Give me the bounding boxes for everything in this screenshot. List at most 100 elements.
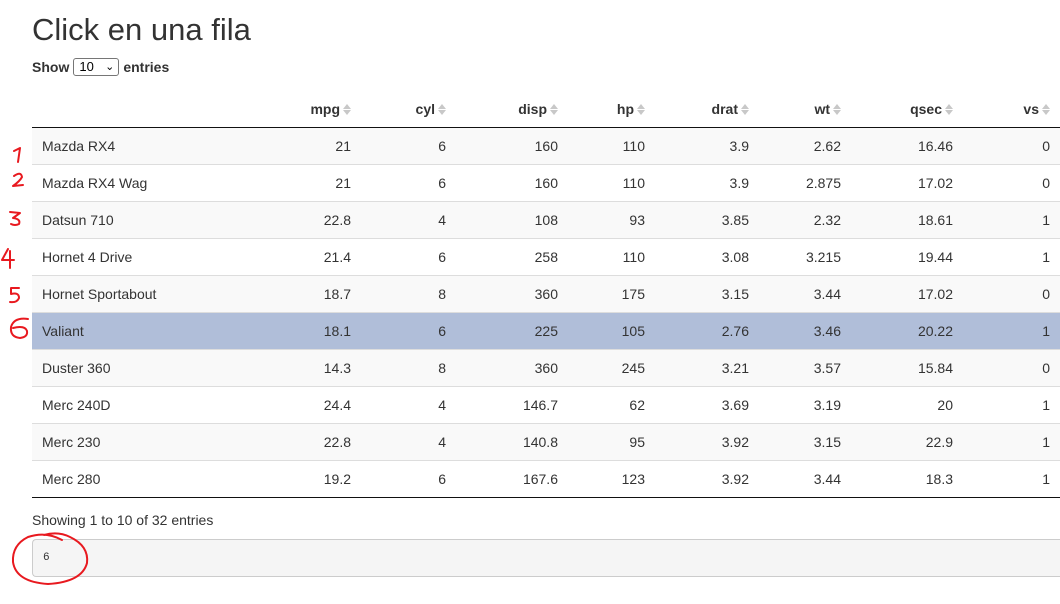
cell-wt: 3.15 (759, 423, 851, 461)
entries-length-select[interactable]: 10 ⌄ (73, 58, 120, 76)
cell-mpg: 19.2 (242, 460, 361, 498)
chevron-down-icon: ⌄ (105, 61, 115, 73)
cell-wt: 2.62 (759, 127, 851, 165)
column-header-disp[interactable]: disp (456, 90, 568, 128)
column-header-wt[interactable]: wt (759, 90, 851, 128)
cell-wt: 3.44 (759, 275, 851, 313)
cell-qsec: 20 (851, 386, 963, 424)
cell-wt: 3.215 (759, 238, 851, 276)
annotation-number-5 (9, 287, 20, 304)
cell-drat: 3.9 (655, 127, 759, 165)
table-row[interactable]: Datsun 710 22.8 4 108 93 3.85 2.32 18.61 1 (32, 201, 1060, 239)
cell-wt: 2.875 (759, 164, 851, 202)
column-header-label: qsec (910, 100, 942, 117)
cell-cyl: 6 (361, 460, 456, 498)
table-row[interactable]: Mazda RX4 Wag 21 6 160 110 3.9 2.875 17.02 0 (32, 164, 1060, 202)
sort-arrows-icon (637, 103, 645, 115)
table-row[interactable]: Duster 360 14.3 8 360 245 3.21 3.57 15.84 0 (32, 349, 1060, 387)
cell-wt: 2.32 (759, 201, 851, 239)
cell-vs: 1 (963, 460, 1060, 498)
cell-drat: 2.76 (655, 312, 759, 350)
column-header-mpg[interactable]: mpg (242, 90, 361, 128)
row-name-cell: Mazda RX4 (32, 127, 242, 165)
cell-hp: 123 (568, 460, 655, 498)
cell-cyl: 6 (361, 238, 456, 276)
cell-mpg: 18.1 (242, 312, 361, 350)
cell-cyl: 6 (361, 127, 456, 165)
cell-drat: 3.15 (655, 275, 759, 313)
cell-cyl: 4 (361, 386, 456, 424)
cell-drat: 3.08 (655, 238, 759, 276)
annotation-number-1 (13, 147, 21, 163)
cell-hp: 110 (568, 238, 655, 276)
cell-cyl: 6 (361, 164, 456, 202)
annotation-number-4 (1, 248, 15, 269)
table-row[interactable]: Merc 280 19.2 6 167.6 123 3.92 3.44 18.3 1 (32, 460, 1060, 498)
table-row[interactable]: Valiant 18.1 6 225 105 2.76 3.46 20.22 1 (32, 312, 1060, 350)
column-header-drat[interactable]: drat (655, 90, 759, 128)
cell-disp: 146.7 (456, 386, 568, 424)
cell-cyl: 4 (361, 423, 456, 461)
length-prefix-label: Show (32, 59, 70, 75)
table-row[interactable]: Hornet 4 Drive 21.4 6 258 110 3.08 3.215 19.44 1 (32, 238, 1060, 276)
row-name-cell: Mazda RX4 Wag (32, 164, 242, 202)
row-name-cell: Duster 360 (32, 349, 242, 387)
sort-arrows-icon (1042, 103, 1050, 115)
cell-qsec: 22.9 (851, 423, 963, 461)
cell-vs: 1 (963, 423, 1060, 461)
cell-drat: 3.85 (655, 201, 759, 239)
cell-drat: 3.21 (655, 349, 759, 387)
cell-wt: 3.19 (759, 386, 851, 424)
length-suffix-label: entries (123, 59, 170, 75)
cell-drat: 3.69 (655, 386, 759, 424)
table-row[interactable]: Merc 230 22.8 4 140.8 95 3.92 3.15 22.9 1 (32, 423, 1060, 461)
cell-hp: 175 (568, 275, 655, 313)
entries-length-value: 10 (79, 59, 94, 74)
cell-disp: 160 (456, 127, 568, 165)
cell-hp: 110 (568, 127, 655, 165)
cell-wt: 3.57 (759, 349, 851, 387)
cell-disp: 360 (456, 349, 568, 387)
annotation-number-2 (12, 172, 24, 187)
cell-qsec: 16.46 (851, 127, 963, 165)
selected-row-output: 6 (32, 539, 1060, 577)
cell-cyl: 8 (361, 275, 456, 313)
column-header-qsec[interactable]: qsec (851, 90, 963, 128)
cell-hp: 245 (568, 349, 655, 387)
annotation-number-6 (9, 317, 29, 339)
cell-cyl: 4 (361, 201, 456, 239)
cell-vs: 1 (963, 312, 1060, 350)
sort-arrows-icon (741, 103, 749, 115)
table-row[interactable]: Mazda RX4 21 6 160 110 3.9 2.62 16.46 0 (32, 127, 1060, 165)
column-header-hp[interactable]: hp (568, 90, 655, 128)
cell-vs: 0 (963, 349, 1060, 387)
table-row[interactable]: Hornet Sportabout 18.7 8 360 175 3.15 3.44 17.0… (32, 275, 1060, 313)
cell-qsec: 18.3 (851, 460, 963, 498)
cell-mpg: 14.3 (242, 349, 361, 387)
row-name-cell: Hornet Sportabout (32, 275, 242, 313)
cell-disp: 225 (456, 312, 568, 350)
cell-disp: 160 (456, 164, 568, 202)
cell-drat: 3.9 (655, 164, 759, 202)
cell-wt: 3.44 (759, 460, 851, 498)
row-name-cell: Hornet 4 Drive (32, 238, 242, 276)
cell-qsec: 17.02 (851, 164, 963, 202)
cell-vs: 1 (963, 201, 1060, 239)
entries-length-control: Show 10 ⌄ entries (32, 57, 169, 77)
column-header-label: disp (518, 100, 547, 117)
table-row[interactable]: Merc 240D 24.4 4 146.7 62 3.69 3.19 20 1 (32, 386, 1060, 424)
cell-qsec: 20.22 (851, 312, 963, 350)
row-name-cell: Datsun 710 (32, 201, 242, 239)
cell-mpg: 21 (242, 164, 361, 202)
sort-arrows-icon (438, 103, 446, 115)
cell-mpg: 22.8 (242, 201, 361, 239)
cell-hp: 93 (568, 201, 655, 239)
cell-mpg: 21.4 (242, 238, 361, 276)
sort-arrows-icon (343, 103, 351, 115)
column-header-vs[interactable]: vs (963, 90, 1060, 128)
column-header-rownames[interactable] (32, 90, 242, 128)
column-header-cyl[interactable]: cyl (361, 90, 456, 128)
cell-vs: 1 (963, 386, 1060, 424)
cell-mpg: 18.7 (242, 275, 361, 313)
